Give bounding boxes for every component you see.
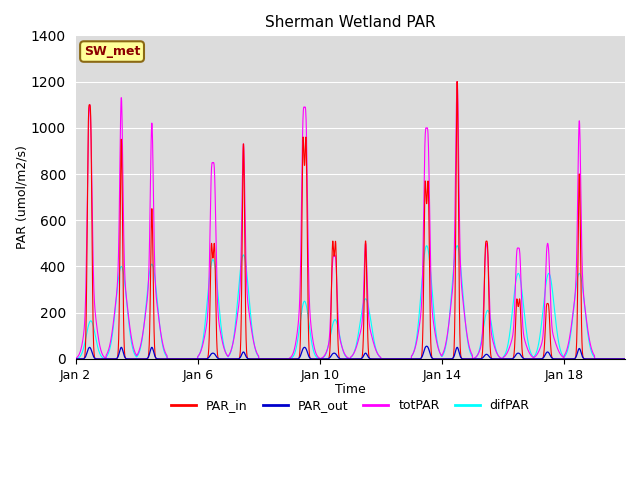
- X-axis label: Time: Time: [335, 383, 365, 396]
- Y-axis label: PAR (umol/m2/s): PAR (umol/m2/s): [15, 145, 28, 249]
- Text: SW_met: SW_met: [84, 45, 140, 58]
- Title: Sherman Wetland PAR: Sherman Wetland PAR: [265, 15, 436, 30]
- Legend: PAR_in, PAR_out, totPAR, difPAR: PAR_in, PAR_out, totPAR, difPAR: [166, 395, 534, 418]
